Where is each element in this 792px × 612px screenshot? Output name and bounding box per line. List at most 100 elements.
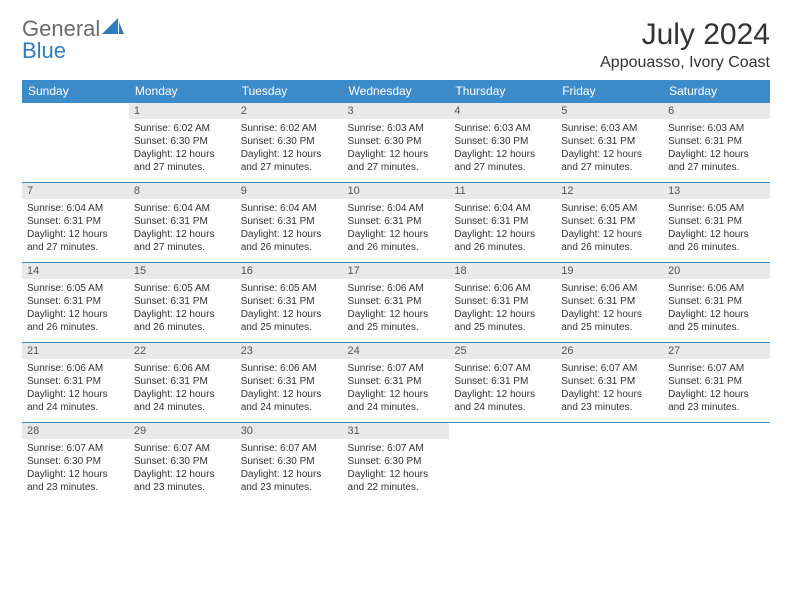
- day-details: Sunrise: 6:03 AMSunset: 6:31 PMDaylight:…: [556, 119, 663, 182]
- day-details: Sunrise: 6:07 AMSunset: 6:31 PMDaylight:…: [556, 359, 663, 422]
- day-details: Sunrise: 6:02 AMSunset: 6:30 PMDaylight:…: [236, 119, 343, 182]
- day-details: Sunrise: 6:05 AMSunset: 6:31 PMDaylight:…: [556, 199, 663, 262]
- title-block: July 2024 Appouasso, Ivory Coast: [600, 18, 770, 72]
- weekday-header: Saturday: [663, 80, 770, 103]
- day-number: 17: [343, 263, 450, 279]
- calendar-cell: 7Sunrise: 6:04 AMSunset: 6:31 PMDaylight…: [22, 183, 129, 263]
- calendar-cell: 6Sunrise: 6:03 AMSunset: 6:31 PMDaylight…: [663, 103, 770, 183]
- day-details: Sunrise: 6:05 AMSunset: 6:31 PMDaylight:…: [663, 199, 770, 262]
- brand-logo: General Blue: [22, 18, 124, 63]
- calendar-cell: 28Sunrise: 6:07 AMSunset: 6:30 PMDayligh…: [22, 423, 129, 503]
- day-number: 18: [449, 263, 556, 279]
- day-details: Sunrise: 6:07 AMSunset: 6:31 PMDaylight:…: [663, 359, 770, 422]
- calendar-cell: [22, 103, 129, 183]
- day-number: 6: [663, 103, 770, 119]
- calendar-table: SundayMondayTuesdayWednesdayThursdayFrid…: [22, 80, 770, 502]
- day-details: Sunrise: 6:04 AMSunset: 6:31 PMDaylight:…: [129, 199, 236, 262]
- month-title: July 2024: [600, 18, 770, 52]
- calendar-week-row: 21Sunrise: 6:06 AMSunset: 6:31 PMDayligh…: [22, 343, 770, 423]
- calendar-cell: [556, 423, 663, 503]
- calendar-cell: 4Sunrise: 6:03 AMSunset: 6:30 PMDaylight…: [449, 103, 556, 183]
- day-number: 12: [556, 183, 663, 199]
- calendar-page: General Blue July 2024 Appouasso, Ivory …: [0, 0, 792, 520]
- day-number: 28: [22, 423, 129, 439]
- calendar-cell: 31Sunrise: 6:07 AMSunset: 6:30 PMDayligh…: [343, 423, 450, 503]
- day-details: Sunrise: 6:07 AMSunset: 6:30 PMDaylight:…: [343, 439, 450, 502]
- day-number: 30: [236, 423, 343, 439]
- calendar-cell: 30Sunrise: 6:07 AMSunset: 6:30 PMDayligh…: [236, 423, 343, 503]
- day-details: Sunrise: 6:05 AMSunset: 6:31 PMDaylight:…: [236, 279, 343, 342]
- day-number: 22: [129, 343, 236, 359]
- day-number: 20: [663, 263, 770, 279]
- calendar-cell: 11Sunrise: 6:04 AMSunset: 6:31 PMDayligh…: [449, 183, 556, 263]
- day-number: 21: [22, 343, 129, 359]
- calendar-cell: 10Sunrise: 6:04 AMSunset: 6:31 PMDayligh…: [343, 183, 450, 263]
- calendar-cell: 8Sunrise: 6:04 AMSunset: 6:31 PMDaylight…: [129, 183, 236, 263]
- calendar-week-row: 14Sunrise: 6:05 AMSunset: 6:31 PMDayligh…: [22, 263, 770, 343]
- page-header: General Blue July 2024 Appouasso, Ivory …: [22, 18, 770, 72]
- day-number: 27: [663, 343, 770, 359]
- calendar-week-row: 1Sunrise: 6:02 AMSunset: 6:30 PMDaylight…: [22, 103, 770, 183]
- calendar-cell: 2Sunrise: 6:02 AMSunset: 6:30 PMDaylight…: [236, 103, 343, 183]
- calendar-cell: 1Sunrise: 6:02 AMSunset: 6:30 PMDaylight…: [129, 103, 236, 183]
- day-details: Sunrise: 6:05 AMSunset: 6:31 PMDaylight:…: [22, 279, 129, 342]
- day-details: Sunrise: 6:06 AMSunset: 6:31 PMDaylight:…: [22, 359, 129, 422]
- day-number: 13: [663, 183, 770, 199]
- calendar-cell: 25Sunrise: 6:07 AMSunset: 6:31 PMDayligh…: [449, 343, 556, 423]
- day-number: 25: [449, 343, 556, 359]
- calendar-cell: 27Sunrise: 6:07 AMSunset: 6:31 PMDayligh…: [663, 343, 770, 423]
- day-details: Sunrise: 6:06 AMSunset: 6:31 PMDaylight:…: [236, 359, 343, 422]
- calendar-week-row: 28Sunrise: 6:07 AMSunset: 6:30 PMDayligh…: [22, 423, 770, 503]
- brand-text: General Blue: [22, 18, 124, 63]
- day-number: 7: [22, 183, 129, 199]
- day-number: 4: [449, 103, 556, 119]
- calendar-header-row: SundayMondayTuesdayWednesdayThursdayFrid…: [22, 80, 770, 103]
- day-details: Sunrise: 6:04 AMSunset: 6:31 PMDaylight:…: [343, 199, 450, 262]
- calendar-cell: [449, 423, 556, 503]
- calendar-cell: 22Sunrise: 6:06 AMSunset: 6:31 PMDayligh…: [129, 343, 236, 423]
- day-details: Sunrise: 6:07 AMSunset: 6:31 PMDaylight:…: [449, 359, 556, 422]
- weekday-header: Friday: [556, 80, 663, 103]
- weekday-header: Monday: [129, 80, 236, 103]
- calendar-cell: 26Sunrise: 6:07 AMSunset: 6:31 PMDayligh…: [556, 343, 663, 423]
- calendar-cell: 19Sunrise: 6:06 AMSunset: 6:31 PMDayligh…: [556, 263, 663, 343]
- calendar-cell: 9Sunrise: 6:04 AMSunset: 6:31 PMDaylight…: [236, 183, 343, 263]
- calendar-cell: 18Sunrise: 6:06 AMSunset: 6:31 PMDayligh…: [449, 263, 556, 343]
- day-details: Sunrise: 6:07 AMSunset: 6:31 PMDaylight:…: [343, 359, 450, 422]
- calendar-week-row: 7Sunrise: 6:04 AMSunset: 6:31 PMDaylight…: [22, 183, 770, 263]
- calendar-cell: 23Sunrise: 6:06 AMSunset: 6:31 PMDayligh…: [236, 343, 343, 423]
- day-number: 31: [343, 423, 450, 439]
- calendar-cell: 20Sunrise: 6:06 AMSunset: 6:31 PMDayligh…: [663, 263, 770, 343]
- calendar-cell: 13Sunrise: 6:05 AMSunset: 6:31 PMDayligh…: [663, 183, 770, 263]
- day-details: Sunrise: 6:03 AMSunset: 6:30 PMDaylight:…: [343, 119, 450, 182]
- day-number: 9: [236, 183, 343, 199]
- day-details: Sunrise: 6:06 AMSunset: 6:31 PMDaylight:…: [449, 279, 556, 342]
- weekday-header: Sunday: [22, 80, 129, 103]
- day-number: 2: [236, 103, 343, 119]
- day-number: 14: [22, 263, 129, 279]
- day-number: 11: [449, 183, 556, 199]
- day-number: 19: [556, 263, 663, 279]
- day-number: 8: [129, 183, 236, 199]
- calendar-cell: 14Sunrise: 6:05 AMSunset: 6:31 PMDayligh…: [22, 263, 129, 343]
- calendar-cell: 5Sunrise: 6:03 AMSunset: 6:31 PMDaylight…: [556, 103, 663, 183]
- day-number: 26: [556, 343, 663, 359]
- day-details: Sunrise: 6:07 AMSunset: 6:30 PMDaylight:…: [22, 439, 129, 502]
- day-details: Sunrise: 6:06 AMSunset: 6:31 PMDaylight:…: [556, 279, 663, 342]
- weekday-header: Tuesday: [236, 80, 343, 103]
- weekday-header: Wednesday: [343, 80, 450, 103]
- calendar-cell: 21Sunrise: 6:06 AMSunset: 6:31 PMDayligh…: [22, 343, 129, 423]
- day-details: Sunrise: 6:05 AMSunset: 6:31 PMDaylight:…: [129, 279, 236, 342]
- day-number: 3: [343, 103, 450, 119]
- day-number: 29: [129, 423, 236, 439]
- weekday-header: Thursday: [449, 80, 556, 103]
- calendar-cell: 24Sunrise: 6:07 AMSunset: 6:31 PMDayligh…: [343, 343, 450, 423]
- calendar-cell: [663, 423, 770, 503]
- day-details: Sunrise: 6:03 AMSunset: 6:30 PMDaylight:…: [449, 119, 556, 182]
- calendar-cell: 12Sunrise: 6:05 AMSunset: 6:31 PMDayligh…: [556, 183, 663, 263]
- day-details: Sunrise: 6:04 AMSunset: 6:31 PMDaylight:…: [449, 199, 556, 262]
- day-number: 1: [129, 103, 236, 119]
- day-details: Sunrise: 6:06 AMSunset: 6:31 PMDaylight:…: [663, 279, 770, 342]
- calendar-cell: 16Sunrise: 6:05 AMSunset: 6:31 PMDayligh…: [236, 263, 343, 343]
- location-label: Appouasso, Ivory Coast: [600, 54, 770, 72]
